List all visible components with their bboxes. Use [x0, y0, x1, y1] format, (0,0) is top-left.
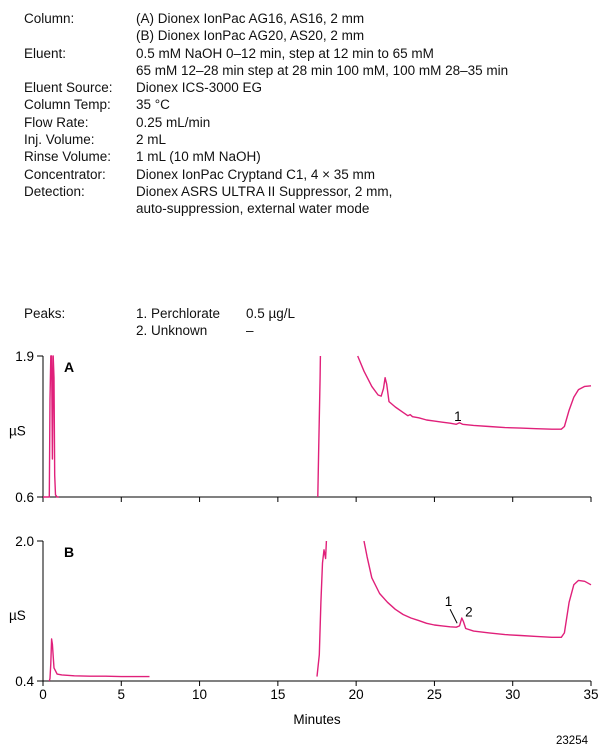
panel-label: A	[64, 359, 74, 375]
condition-label: Column Temp:	[24, 97, 111, 113]
chromatogram-trace	[48, 638, 150, 682]
peak-row: Peaks: 1. Perchlorate 0.5 µg/L	[24, 305, 295, 322]
y-axis-label: µS	[9, 608, 26, 623]
peak-number-label: 1	[454, 409, 462, 424]
condition-row: Concentrator: Dionex IonPac Cryptand C1, …	[24, 166, 508, 183]
condition-value: Dionex ICS-3000 EG	[136, 80, 263, 96]
condition-value: 0.5 mM NaOH 0–12 min, step at 12 min to …	[136, 45, 434, 61]
condition-row: Eluent: 0.5 mM NaOH 0–12 min, step at 12 …	[24, 45, 508, 80]
y-tick-label: 2.0	[15, 534, 34, 549]
x-axis-label: Minutes	[293, 712, 341, 727]
peak-value: –	[246, 323, 254, 339]
chromatogram-trace	[317, 355, 322, 498]
x-tick-label: 25	[427, 687, 442, 702]
condition-label: Rinse Volume:	[24, 149, 112, 165]
x-tick-label: 35	[583, 687, 598, 702]
condition-row: Detection: Dionex ASRS ULTRA II Suppresso…	[24, 183, 508, 218]
panel-label: B	[64, 544, 74, 560]
figure-id: 23254	[556, 735, 589, 747]
x-tick-label: 15	[270, 687, 285, 702]
chromatogram-trace	[363, 540, 592, 638]
x-tick-label: 20	[349, 687, 364, 702]
chromatogram-trace	[357, 355, 592, 430]
chromatogram-trace	[316, 540, 328, 677]
peak-value: 0.5 µg/L	[246, 306, 296, 321]
peak-name: 2. Unknown	[136, 323, 208, 339]
peak-row: 2. Unknown –	[24, 322, 295, 339]
y-tick-label: 0.6	[15, 490, 34, 505]
peak-number-label: 1	[445, 594, 453, 609]
condition-value: 35 °C	[136, 97, 170, 113]
y-tick-label: 1.9	[15, 349, 34, 364]
peak-number-label: 2	[465, 604, 473, 619]
condition-label: Flow Rate:	[24, 114, 89, 130]
condition-row: Column Temp: 35 °C	[24, 96, 508, 113]
condition-label: Inj. Volume:	[24, 132, 95, 148]
chromatogram-trace	[43, 355, 59, 498]
condition-row: Column: (A) Dionex IonPac AG16, AS16, 2 m…	[24, 10, 508, 45]
peak-leader-line	[449, 609, 458, 624]
condition-value: Dionex IonPac Cryptand C1, 4 × 35 mm	[136, 166, 375, 182]
x-tick-label: 0	[39, 687, 47, 702]
peaks-label: Peaks:	[24, 306, 66, 321]
condition-label: Eluent Source:	[24, 80, 113, 96]
condition-value: (A) Dionex IonPac AG16, AS16, 2 mm	[136, 11, 365, 26]
condition-label: Detection:	[24, 183, 85, 199]
x-tick-label: 5	[118, 687, 126, 702]
condition-row: Inj. Volume: 2 mL	[24, 131, 508, 148]
peaks-legend: Peaks: 1. Perchlorate 0.5 µg/L 2. Unknown –	[24, 305, 295, 340]
condition-label: Column:	[24, 11, 75, 26]
condition-value: 65 mM 12–28 min step at 28 min 100 mM, 1…	[136, 62, 509, 78]
condition-row: Eluent Source: Dionex ICS-3000 EG	[24, 79, 508, 96]
x-tick-label: 10	[192, 687, 207, 702]
condition-row: Flow Rate: 0.25 mL/min	[24, 114, 508, 131]
condition-value: (B) Dionex IonPac AG20, AS20, 2 mm	[136, 28, 365, 44]
condition-label: Eluent:	[24, 45, 67, 61]
condition-value: auto-suppression, external water mode	[136, 201, 370, 217]
condition-row: Rinse Volume: 1 mL (10 mM NaOH)	[24, 148, 508, 165]
condition-value: Dionex ASRS ULTRA II Suppressor, 2 mm,	[136, 183, 393, 199]
y-tick-label: 0.4	[15, 674, 34, 689]
conditions-table: Column: (A) Dionex IonPac AG16, AS16, 2 m…	[24, 10, 508, 218]
condition-value: 0.25 mL/min	[136, 114, 211, 130]
x-tick-label: 30	[505, 687, 520, 702]
condition-label: Concentrator:	[24, 166, 106, 182]
condition-value: 2 mL	[136, 132, 167, 148]
condition-value: 1 mL (10 mM NaOH)	[136, 149, 261, 165]
y-axis-label: µS	[9, 424, 26, 439]
peak-name: 1. Perchlorate	[136, 306, 221, 321]
